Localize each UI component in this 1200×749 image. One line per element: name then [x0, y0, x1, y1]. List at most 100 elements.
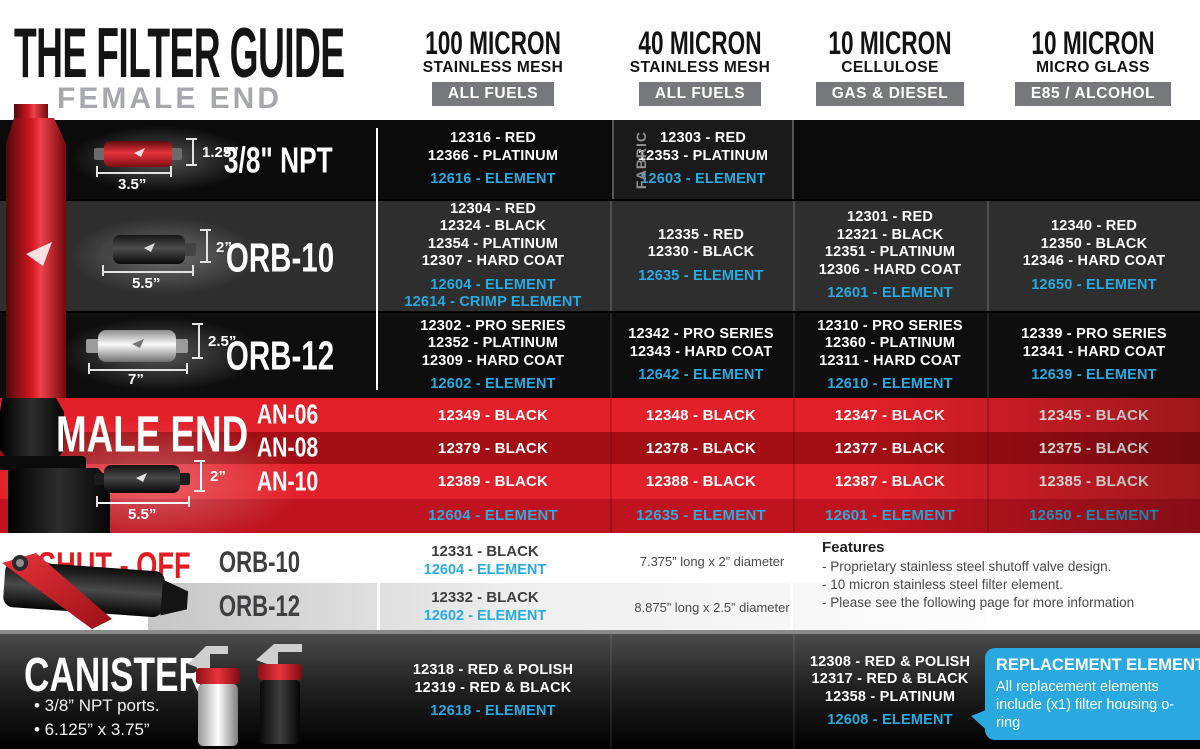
dimension-bracket-horizontal — [102, 265, 194, 276]
part-number: 12311 - HARD COAT — [819, 352, 961, 369]
dimension-label: 1.25” — [202, 144, 239, 161]
element-number: 12650 - ELEMENT — [1031, 276, 1157, 293]
cell-canister-cellulose: 12308 - RED & POLISH 12317 - RED & BLACK… — [796, 634, 984, 749]
callout-body: All replacement elements include (x1) fi… — [996, 679, 1175, 731]
micron-rating: 40 MICRON — [638, 26, 762, 62]
dimension-label: 2.5” — [208, 333, 237, 350]
element-number: 12604 - ELEMENT — [428, 507, 558, 525]
part-number: 12317 - RED & BLACK — [811, 671, 969, 687]
column-divider — [377, 583, 380, 630]
cell-an06-100micron: 12349 - BLACK — [437, 406, 549, 424]
cell-npt-100micron: 12316 - RED 12366 - PLATINUM 12616 - ELE… — [380, 120, 606, 199]
column-divider — [987, 398, 989, 533]
part-number: 12342 - PRO SERIES — [628, 326, 774, 343]
cell-an10-40micron: 12388 - BLACK — [645, 473, 757, 490]
part-number: 12350 - BLACK — [1040, 235, 1148, 252]
black-an-fitting-photo — [0, 398, 110, 533]
dimension-label: 2” — [216, 239, 232, 256]
dimension-label: 5.5” — [128, 506, 157, 523]
red-inline-filter-photo — [94, 141, 182, 167]
row-label-an10: AN-10 — [256, 466, 318, 498]
dimension-bracket-vertical — [186, 138, 197, 166]
black-inline-filter-photo — [102, 235, 196, 264]
part-number: 12316 - RED — [449, 130, 537, 147]
cell-shutoff-orb10: 12331 - BLACK 12604 - ELEMENT — [385, 543, 585, 579]
row-label-orb10: ORB-10 — [219, 545, 301, 579]
dimension-label: 5.5” — [132, 275, 161, 292]
dimension-bracket-horizontal — [96, 166, 172, 177]
element-number: 12639 - ELEMENT — [1031, 367, 1157, 384]
black-inline-filter-photo — [94, 465, 190, 493]
part-number: 12343 - HARD COAT — [629, 343, 773, 360]
column-divider — [790, 583, 793, 630]
fuel-badge: E85 / ALCOHOL — [1014, 82, 1172, 106]
cell-an08-40micron: 12378 - BLACK — [645, 439, 757, 457]
table-row-npt: 1.25” 3.5” 3/8" NPT 12316 - RED 12366 - … — [0, 120, 1200, 199]
part-number: 12332 - BLACK — [431, 589, 539, 606]
row-label-orb12: ORB-12 — [225, 332, 335, 379]
element-number: 12614 - CRIMP ELEMENT — [404, 294, 582, 310]
column-divider — [610, 398, 612, 533]
cell-an08-microglass: 12375 - BLACK — [1038, 439, 1150, 457]
element-number: 12642 - ELEMENT — [638, 367, 764, 384]
micron-rating: 10 MICRON — [828, 26, 952, 62]
element-number: 12635 - ELEMENT — [636, 507, 766, 525]
fabric-tag: FABRIC — [633, 130, 650, 189]
part-number: 12319 - RED & BLACK — [414, 679, 572, 696]
fuel-badge: ALL FUELS — [638, 82, 762, 106]
callout-title: REPLACEMENT ELEMENTS — [996, 656, 1200, 674]
cell-orb10-microglass: 12340 - RED 12350 - BLACK 12346 - HARD C… — [990, 201, 1198, 311]
column-divider — [987, 201, 989, 311]
micron-rating: 10 MICRON — [1031, 26, 1155, 62]
table-row-an06: 12349 - BLACK 12348 - BLACK 12347 - BLAC… — [0, 398, 1200, 432]
part-number: 12358 - PLATINUM — [824, 688, 956, 705]
size-note-orb10: 7.375” long x 2” diameter — [639, 554, 785, 569]
dimension-label: 3.5” — [118, 176, 147, 193]
canister-title: CANISTER — [24, 648, 204, 702]
cell-orb10-40micron: 12335 - RED 12330 - BLACK 12635 - ELEMEN… — [612, 201, 790, 311]
column-divider — [610, 313, 612, 398]
replacement-elements-callout: REPLACEMENT ELEMENTS All replacement ele… — [971, 648, 1200, 740]
part-number: 12351 - PLATINUM — [824, 244, 956, 261]
dimension-bracket-vertical — [200, 229, 211, 263]
part-number: 12304 - RED — [449, 201, 537, 217]
cell-orb12-microglass: 12339 - PRO SERIES 12341 - HARD COAT 126… — [990, 313, 1198, 398]
cell-an10-microglass: 12385 - BLACK — [1038, 473, 1150, 490]
column-header-10-micron-glass: 10 MICRON MICRO GLASS E85 / ALCOHOL — [988, 26, 1198, 106]
media-type: STAINLESS MESH — [629, 59, 771, 76]
column-header-100-micron: 100 MICRON STAINLESS MESH ALL FUELS — [388, 28, 598, 106]
table-row-male-elements: 12604 - ELEMENT 12635 - ELEMENT 12601 - … — [0, 499, 1200, 533]
features-title: Features — [822, 539, 885, 556]
column-divider — [793, 201, 795, 311]
part-number: 12341 - HARD COAT — [1022, 343, 1166, 360]
element-number: 12650 - ELEMENT — [1029, 507, 1159, 525]
media-type: MICRO GLASS — [1036, 59, 1150, 76]
part-number: 12330 - BLACK — [647, 244, 755, 261]
row-label-an06: AN-06 — [256, 399, 318, 431]
features-block: Features - Proprietary stainless steel s… — [822, 539, 1192, 612]
canister-spec-bullet: • 3/8” NPT ports. — [34, 696, 160, 715]
part-number: 12324 - BLACK — [439, 218, 547, 234]
fuel-badge: GAS & DIESEL — [815, 82, 965, 106]
canister-spec-bullet: • 6.125” x 3.75” — [34, 720, 150, 739]
cell-orb12-cellulose: 12310 - PRO SERIES 12360 - PLATINUM 1231… — [796, 313, 984, 398]
row-label-npt: 3/8" NPT — [223, 139, 333, 181]
page-title: THE FILTER GUIDE — [14, 13, 345, 93]
column-divider — [987, 313, 989, 398]
female-end-section: 1.25” 3.5” 3/8" NPT 12316 - RED 12366 - … — [0, 120, 1200, 398]
element-number: 12608 - ELEMENT — [827, 712, 953, 728]
element-number: 12603 - ELEMENT — [640, 171, 766, 188]
cell-orb12-40micron: 12342 - PRO SERIES 12343 - HARD COAT 126… — [612, 313, 790, 398]
element-number: 12602 - ELEMENT — [430, 376, 556, 392]
dimension-bracket-vertical — [194, 460, 205, 492]
column-divider — [793, 634, 795, 749]
cell-an06-40micron: 12348 - BLACK — [645, 406, 757, 424]
cell-an06-microglass: 12345 - BLACK — [1038, 406, 1150, 424]
column-header-40-micron: 40 MICRON STAINLESS MESH ALL FUELS — [595, 26, 805, 106]
part-number: 12352 - PLATINUM — [427, 335, 559, 351]
dimension-label: 2” — [210, 468, 226, 485]
dimension-bracket-horizontal — [88, 363, 188, 374]
part-number: 12360 - PLATINUM — [824, 335, 956, 351]
part-number: 12318 - RED & POLISH — [412, 662, 574, 679]
part-number: 12303 - RED — [659, 130, 747, 147]
